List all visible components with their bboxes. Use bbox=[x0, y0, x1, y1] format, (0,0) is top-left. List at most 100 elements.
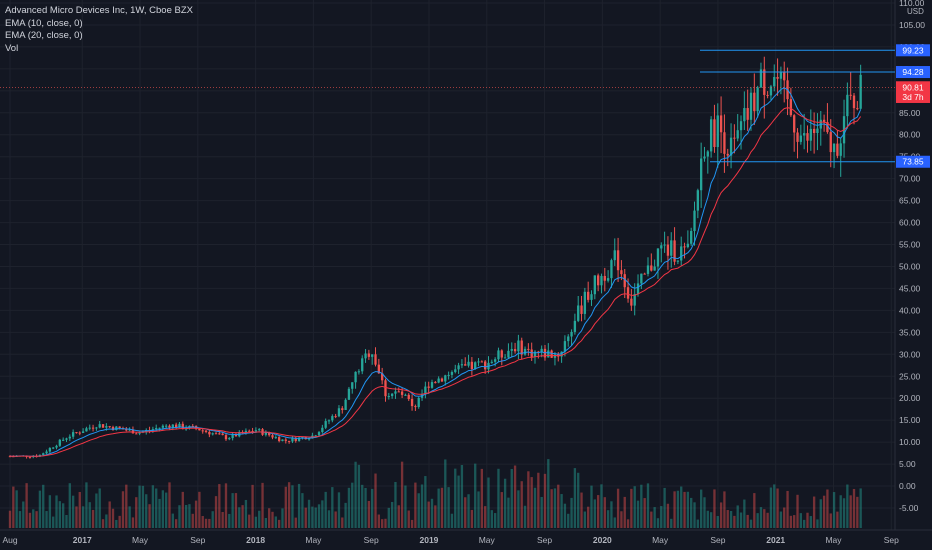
candle-body bbox=[803, 133, 806, 136]
volume-bar bbox=[198, 491, 201, 528]
legend-volume: Vol bbox=[5, 42, 19, 54]
candle-body bbox=[849, 94, 852, 96]
candle-body bbox=[553, 354, 557, 358]
volume-bar bbox=[709, 512, 713, 528]
candle-body bbox=[480, 361, 484, 363]
price-label-box bbox=[896, 90, 930, 103]
volume-bar bbox=[32, 509, 35, 528]
y-tick-label: 30.00 bbox=[899, 349, 921, 359]
candle-body bbox=[135, 433, 138, 435]
legend-ema10: EMA (10, close, 0) bbox=[5, 17, 83, 29]
volume-bar bbox=[460, 465, 464, 528]
candle-body bbox=[726, 153, 729, 156]
volume-bar bbox=[759, 507, 763, 528]
volume-bar bbox=[484, 506, 487, 528]
candle-body bbox=[756, 87, 759, 112]
volume-bar bbox=[510, 468, 513, 528]
volume-bar bbox=[454, 468, 457, 528]
candle-body bbox=[596, 275, 600, 286]
volume-bar bbox=[317, 504, 321, 528]
volume-bar bbox=[729, 510, 733, 528]
volume-bar bbox=[218, 484, 221, 528]
x-tick-label: May bbox=[825, 535, 842, 545]
volume-bar bbox=[713, 489, 716, 528]
candle-body bbox=[454, 369, 457, 373]
volume-bar bbox=[62, 503, 65, 528]
volume-bar bbox=[294, 517, 297, 528]
volume-bar bbox=[141, 485, 145, 528]
volume-bar bbox=[467, 494, 470, 528]
candle-body bbox=[716, 115, 719, 148]
volume-bar bbox=[580, 492, 583, 528]
candle-body bbox=[228, 438, 231, 440]
candle-body bbox=[85, 428, 88, 432]
volume-bar bbox=[327, 510, 331, 528]
candle-body bbox=[327, 420, 331, 422]
candle-body bbox=[291, 437, 294, 442]
candle-body bbox=[221, 433, 224, 436]
volume-bar bbox=[763, 509, 766, 528]
candle-body bbox=[643, 273, 646, 275]
candle-body bbox=[690, 231, 693, 244]
candle-body bbox=[81, 431, 85, 433]
volume-bar bbox=[593, 499, 596, 528]
candle-body bbox=[294, 437, 297, 441]
volume-bar bbox=[214, 496, 218, 528]
candle-body bbox=[457, 365, 460, 370]
candle-body bbox=[829, 132, 832, 153]
candle-body bbox=[620, 270, 623, 275]
y-tick-label: 5.00 bbox=[899, 459, 916, 469]
candle-body bbox=[321, 427, 324, 433]
candle-body bbox=[670, 240, 673, 256]
volume-bar bbox=[846, 484, 849, 528]
candle-body bbox=[626, 287, 630, 299]
candle-body bbox=[570, 331, 573, 337]
volume-bar bbox=[859, 488, 862, 528]
x-tick-label: 2021 bbox=[766, 535, 785, 545]
candle-body bbox=[510, 349, 513, 351]
volume-bar bbox=[520, 481, 523, 528]
candle-body bbox=[374, 354, 377, 365]
volume-bar bbox=[321, 500, 324, 528]
volume-bar bbox=[500, 492, 503, 528]
volume-bar bbox=[743, 499, 746, 528]
price-label: 94.28 bbox=[902, 67, 924, 77]
volume-bar bbox=[131, 517, 135, 528]
volume-bar bbox=[537, 472, 540, 528]
y-tick-label: 80.00 bbox=[899, 130, 921, 140]
volume-bar bbox=[493, 513, 497, 528]
candle-body bbox=[268, 432, 271, 436]
volume-bar bbox=[211, 511, 214, 528]
candle-body bbox=[723, 132, 726, 154]
volume-bar bbox=[254, 516, 258, 528]
volume-bar bbox=[374, 473, 377, 528]
volume-bar bbox=[809, 516, 812, 528]
x-tick-label: May bbox=[305, 535, 322, 545]
volume-bar bbox=[251, 484, 254, 528]
volume-bar bbox=[656, 518, 660, 528]
y-tick-label: 15.00 bbox=[899, 415, 921, 425]
volume-bar bbox=[513, 465, 517, 528]
volume-bar bbox=[590, 485, 593, 528]
y-tick-label: 110.00 bbox=[899, 0, 925, 8]
candle-body bbox=[753, 92, 756, 112]
candle-body bbox=[686, 243, 690, 248]
candle-body bbox=[430, 382, 434, 388]
volume-bar bbox=[91, 509, 95, 528]
volume-bar bbox=[277, 519, 281, 528]
volume-bar bbox=[357, 464, 361, 528]
candle-body bbox=[547, 350, 550, 358]
candle-body bbox=[387, 396, 390, 398]
volume-bar bbox=[676, 490, 680, 528]
candle-body bbox=[264, 432, 268, 435]
volume-bar bbox=[849, 495, 852, 528]
candle-body bbox=[45, 451, 48, 454]
candle-body bbox=[52, 447, 55, 449]
candle-body bbox=[613, 250, 616, 261]
volume-bar bbox=[799, 513, 803, 528]
x-tick-label: Sep bbox=[190, 535, 205, 545]
volume-bar bbox=[719, 502, 723, 528]
candle-body bbox=[98, 424, 101, 428]
